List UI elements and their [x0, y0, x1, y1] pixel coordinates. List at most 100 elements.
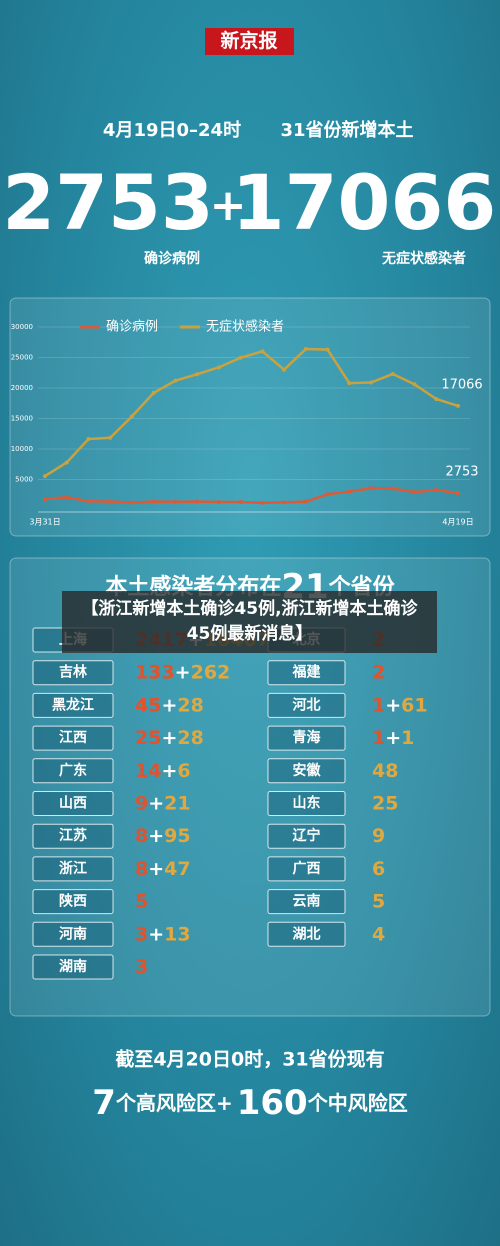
plus: + [161, 727, 177, 749]
confirmed-count: 9 [135, 792, 148, 814]
province-box [32, 856, 114, 882]
asymptomatic-count: 4 [372, 923, 385, 945]
point [216, 499, 221, 504]
point [238, 355, 243, 360]
province-name: 湖南 [59, 958, 87, 975]
province-box [267, 921, 346, 947]
province-name: 广西 [293, 860, 321, 877]
province-box [32, 660, 114, 686]
point [260, 349, 265, 354]
province-box [267, 856, 346, 882]
confirmed-count: 1 [372, 727, 385, 749]
province-box [32, 823, 114, 849]
confirmed-count: 2 [372, 661, 385, 683]
case-count: 9+21 [135, 792, 191, 814]
province-name: 湖北 [293, 926, 321, 942]
case-count: 1+1 [372, 727, 414, 749]
province-box [32, 692, 114, 718]
point [238, 499, 243, 504]
province-box [267, 725, 346, 751]
confirmed-count: 3 [135, 956, 148, 978]
province-box [32, 889, 114, 915]
point [43, 497, 47, 502]
footer-line1: 截至4月20日0时，31省份现有 [115, 1048, 384, 1071]
province-name: 辽宁 [293, 827, 321, 844]
plus: + [385, 694, 401, 716]
case-count: 25+28 [135, 727, 204, 749]
point [456, 491, 460, 496]
period: 4月19日0–24时 [103, 120, 241, 141]
point [390, 371, 395, 376]
case-count: 25 [372, 792, 398, 814]
point [151, 390, 156, 395]
logo-box [205, 28, 294, 55]
point [303, 346, 308, 351]
point [412, 382, 417, 387]
province-name: 安徽 [293, 762, 322, 779]
point [282, 367, 287, 372]
province-name: 河北 [293, 696, 321, 713]
province-name: 江苏 [59, 827, 87, 844]
point [456, 403, 460, 408]
plus: + [161, 759, 177, 781]
asymptomatic-count: 28 [177, 727, 203, 749]
case-count: 3 [135, 956, 148, 978]
medium-label: 个中风险区 [307, 1091, 408, 1115]
plus: + [148, 923, 164, 945]
point [64, 495, 69, 500]
asymptomatic-count: 95 [164, 825, 190, 847]
scope: 31省份新增本土 [280, 119, 413, 141]
plus: + [148, 857, 164, 879]
case-count: 48 [372, 759, 398, 781]
series-line [44, 347, 459, 478]
case-count: 8+47 [135, 857, 191, 879]
point [86, 437, 91, 442]
confirmed-count: 3 [135, 923, 148, 945]
province-box [267, 692, 346, 718]
case-count: 14+6 [135, 759, 191, 781]
medium-count: 160 [237, 1083, 308, 1123]
point [325, 347, 330, 352]
case-count: 8+95 [135, 825, 191, 847]
point [347, 489, 352, 494]
asymptomatic-count: 1 [401, 727, 414, 749]
province-name: 广东 [59, 762, 87, 779]
point [347, 381, 352, 386]
high-label: 个高风险区+ [115, 1091, 233, 1115]
legend-label: 无症状感染者 [206, 319, 284, 335]
point [173, 378, 178, 383]
case-count: 5 [372, 890, 385, 912]
asymptomatic-count: 21 [164, 792, 190, 814]
province-box [267, 889, 346, 915]
y-tick-label: 15000 [11, 415, 33, 423]
asymptomatic-count: 262 [191, 661, 231, 683]
point [303, 499, 308, 504]
confirmed-count: 1 [372, 694, 385, 716]
point [195, 499, 200, 504]
point [195, 372, 200, 377]
case-count: 133+262 [135, 661, 230, 683]
province-box [32, 758, 114, 784]
confirmed-count: 14 [135, 759, 161, 781]
footer-line2: 7个高风险区+ 160个中风险区 [92, 1083, 407, 1123]
province-name: 黑龙江 [52, 696, 94, 713]
province-box [32, 921, 114, 947]
province-box [267, 823, 346, 849]
province-name: 陕西 [59, 893, 87, 910]
y-tick-label: 20000 [11, 384, 33, 392]
province-box [267, 791, 346, 816]
x-tick-label: 4月19日 [442, 518, 473, 527]
case-count: 4 [372, 923, 385, 945]
asymptomatic-count: 9 [372, 825, 385, 847]
point [86, 499, 91, 504]
big-asymptomatic: 17066 [232, 158, 496, 247]
point [434, 396, 439, 401]
big-plus: + [210, 180, 247, 231]
confirmed-count: 133 [135, 661, 175, 683]
point [151, 499, 156, 504]
point [129, 414, 134, 419]
y-tick-label: 30000 [11, 323, 33, 331]
asymptomatic-label: 无症状感染者 [381, 250, 466, 267]
asymptomatic-count: 6 [372, 857, 385, 879]
